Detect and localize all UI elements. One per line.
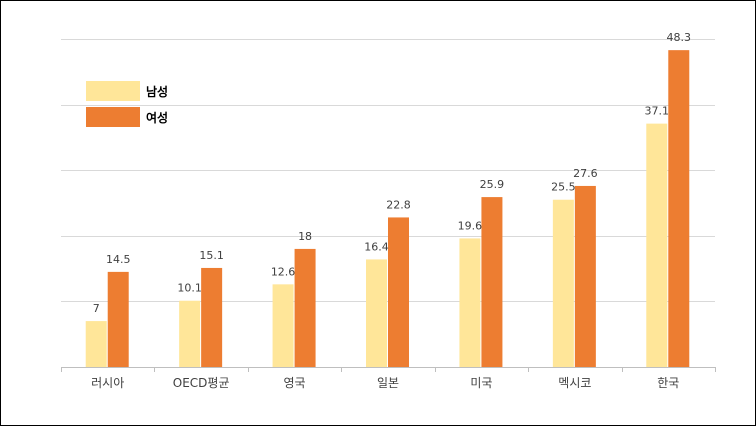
- data-label: 15.1: [199, 249, 224, 262]
- legend-swatch: [86, 107, 140, 127]
- category-label: OECD평균: [173, 376, 230, 390]
- category-label: 일본: [377, 376, 399, 390]
- data-label: 7: [93, 302, 100, 315]
- category-label: 멕시코: [558, 376, 591, 390]
- data-labels: 7 14.5 10.1 15.1 12.6 18 16.4 22.8 19.6 25.9 25.52…: [93, 31, 691, 315]
- bar-male: [646, 123, 668, 368]
- data-label: 19.6: [458, 219, 483, 232]
- data-label: 48.3: [667, 31, 692, 44]
- data-label: 27.6: [573, 167, 598, 180]
- gridlines: [61, 39, 716, 372]
- category-label: 미국: [470, 376, 492, 390]
- bar-male: [179, 300, 201, 367]
- data-label: 16.4: [364, 240, 389, 253]
- category-label: 영국: [284, 376, 306, 390]
- bar-female: [201, 267, 223, 367]
- category-label: 한국: [657, 376, 679, 390]
- bar-female: [481, 197, 503, 367]
- legend-swatch: [86, 81, 140, 101]
- data-label: 18: [298, 230, 312, 243]
- bar-female: [388, 217, 409, 367]
- bar-male: [272, 284, 294, 367]
- bar-female: [294, 248, 316, 367]
- category-labels: 러시아 OECD평균 영국 일본 미국 멕시코 한국: [91, 376, 679, 390]
- bar-female: [107, 271, 129, 367]
- bar-male: [366, 259, 387, 367]
- legend-label: 남성: [146, 84, 168, 99]
- bar-male: [459, 238, 481, 367]
- bars: [85, 50, 690, 368]
- bar-female: [668, 50, 690, 367]
- data-label: 25.9: [480, 178, 505, 191]
- bar-male: [552, 199, 574, 367]
- data-label: 22.8: [386, 198, 411, 211]
- data-label: 14.5: [106, 253, 131, 266]
- category-label: 러시아: [91, 376, 124, 390]
- bar-female: [574, 185, 596, 367]
- data-label: 25.5: [551, 181, 576, 194]
- legend-label: 여성: [146, 110, 168, 125]
- data-label: 12.6: [271, 265, 296, 278]
- bar-male: [85, 321, 107, 367]
- data-label: 37.1: [645, 105, 670, 118]
- data-label: 10.1: [177, 282, 202, 295]
